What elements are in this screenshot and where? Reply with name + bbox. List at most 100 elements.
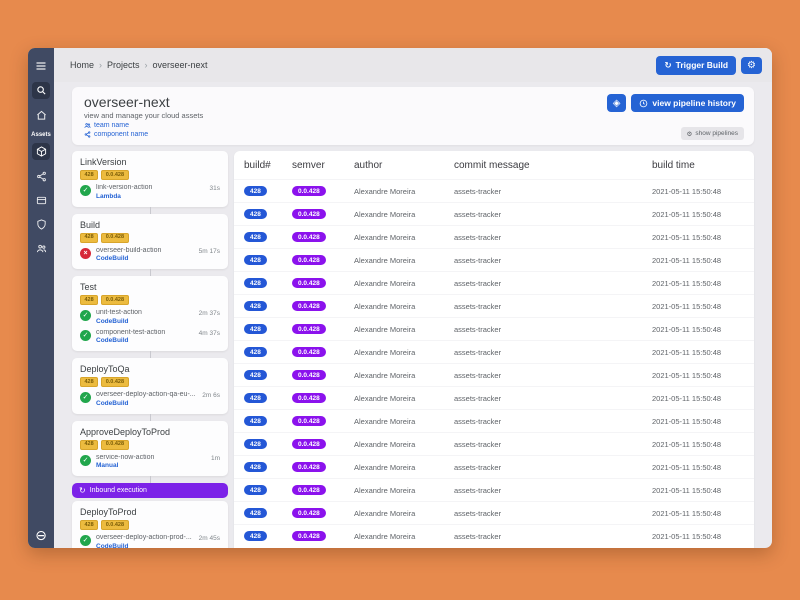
action-name: component-test-action xyxy=(96,328,166,336)
action-duration: 4m 37s xyxy=(198,329,220,337)
build-time-cell: 2021-05-11 15:50:48 xyxy=(652,462,722,472)
action-provider-link[interactable]: Manual xyxy=(96,462,119,469)
table-row[interactable]: 428 0.0.428 Alexandre Moreira assets-tra… xyxy=(234,386,754,409)
commit-message-cell: assets-tracker xyxy=(454,531,502,541)
sidebar-item-teams[interactable] xyxy=(32,240,50,256)
table-row[interactable]: 428 0.0.428 Alexandre Moreira assets-tra… xyxy=(234,478,754,501)
stage-actions: ✓ link-version-action Lambda 31s xyxy=(80,184,220,200)
action-provider-link[interactable]: CodeBuild xyxy=(96,542,129,549)
spinner-icon: ↻ xyxy=(79,485,86,495)
menu-icon[interactable] xyxy=(32,58,50,74)
semver-badge: 0.0.428 xyxy=(292,439,326,449)
breadcrumb-current: overseer-next xyxy=(152,60,208,70)
show-pipelines-button[interactable]: ⚙ show pipelines xyxy=(680,127,744,140)
sidebar-item-assets[interactable] xyxy=(32,143,50,160)
table-row[interactable]: 428 0.0.428 Alexandre Moreira assets-tra… xyxy=(234,340,754,363)
stage-actions: × overseer-build-action CodeBuild 5m 17s xyxy=(80,246,220,262)
view-pipeline-history-button[interactable]: view pipeline history xyxy=(631,94,744,112)
sidebar-item-catalog[interactable] xyxy=(32,192,50,208)
col-build-time: build time xyxy=(652,159,695,171)
sidebar-item-pipelines[interactable] xyxy=(32,168,50,184)
topbar: Home › Projects › overseer-next ↻ Trigge… xyxy=(54,48,772,82)
author-cell: Alexandre Moreira xyxy=(354,278,416,288)
sidebar-item-security[interactable] xyxy=(32,216,50,232)
breadcrumb: Home › Projects › overseer-next xyxy=(70,60,208,70)
action-duration: 5m 17s xyxy=(198,247,220,255)
overseer-logo: ⊖ xyxy=(35,527,47,543)
commit-message-cell: assets-tracker xyxy=(454,416,502,426)
pipeline-diagram-button[interactable]: ◈ xyxy=(606,94,627,112)
stage-card: DeployToProd 428 0.0.428 ✓ overseer-depl… xyxy=(72,501,228,548)
table-row[interactable]: 428 0.0.428 Alexandre Moreira assets-tra… xyxy=(234,202,754,225)
settings-button[interactable]: ⚙ xyxy=(741,56,762,74)
table-row[interactable]: 428 0.0.428 Alexandre Moreira assets-tra… xyxy=(234,294,754,317)
table-row[interactable]: 428 0.0.428 Alexandre Moreira assets-tra… xyxy=(234,501,754,524)
pipeline-action[interactable]: ✓ service-now-action Manual 1m xyxy=(80,453,220,469)
pipeline-action[interactable]: ✓ component-test-action CodeBuild 4m 37s xyxy=(80,328,220,344)
build-time-cell: 2021-05-11 15:50:48 xyxy=(652,347,722,357)
action-provider-link[interactable]: CodeBuild xyxy=(96,399,129,407)
build-number-badge: 428 xyxy=(244,301,267,311)
table-row[interactable]: 428 0.0.428 Alexandre Moreira assets-tra… xyxy=(234,524,754,547)
stage-item: ↻ ApproveDeployToProd 428 0.0.428 ✓ serv… xyxy=(72,420,228,484)
action-duration: 1m xyxy=(210,454,220,462)
table-row[interactable]: 428 0.0.428 Alexandre Moreira assets-tra… xyxy=(234,317,754,340)
stage-semver-badge: 0.0.428 xyxy=(101,232,129,243)
team-name-link[interactable]: team name xyxy=(84,122,129,129)
stage-build-badge: 428 xyxy=(80,232,99,243)
table-row[interactable]: 428 0.0.428 Alexandre Moreira assets-tra… xyxy=(234,271,754,294)
author-cell: Alexandre Moreira xyxy=(354,209,416,219)
pipeline-action[interactable]: × overseer-build-action CodeBuild 5m 17s xyxy=(80,246,220,262)
semver-badge: 0.0.428 xyxy=(292,255,326,265)
success-icon: ✓ xyxy=(80,535,91,546)
content-area: overseer-next view and manage your cloud… xyxy=(54,82,772,548)
build-number-badge: 428 xyxy=(244,508,267,518)
build-number-badge: 428 xyxy=(244,186,267,196)
table-row[interactable]: 428 0.0.428 Alexandre Moreira assets-tra… xyxy=(234,225,754,248)
semver-badge: 0.0.428 xyxy=(292,209,326,219)
app-window: Assets ⊖ Home › Projects › overseer-next xyxy=(28,48,772,548)
success-icon: ✓ xyxy=(80,454,91,466)
success-icon: ✓ xyxy=(80,392,91,403)
stage-semver-badge: 0.0.428 xyxy=(101,295,129,305)
table-row[interactable]: 428 0.0.428 Alexandre Moreira assets-tra… xyxy=(234,363,754,386)
build-time-cell: 2021-05-11 15:50:48 xyxy=(652,324,722,334)
action-provider-link[interactable]: CodeBuild xyxy=(96,317,129,325)
pipeline-action[interactable]: ✓ link-version-action Lambda 31s xyxy=(80,184,220,200)
action-name: service-now-action xyxy=(96,453,155,461)
commit-message-cell: assets-tracker xyxy=(454,370,502,380)
sidebar: Assets ⊖ xyxy=(28,48,54,548)
success-icon: ✓ xyxy=(80,310,91,321)
action-provider-link[interactable]: CodeBuild xyxy=(96,337,129,344)
build-number-badge: 428 xyxy=(244,255,267,265)
pipeline-action[interactable]: ✓ overseer-deploy-action-qa-eu-... CodeB… xyxy=(80,391,220,407)
action-provider-link[interactable]: CodeBuild xyxy=(96,255,129,262)
table-row[interactable]: 428 0.0.428 Alexandre Moreira assets-tra… xyxy=(234,409,754,432)
home-icon[interactable] xyxy=(32,107,50,123)
pipeline-action[interactable]: ✓ overseer-deploy-action-prod-... CodeBu… xyxy=(80,534,220,548)
show-pipelines-gear-icon: ⚙ xyxy=(686,130,693,138)
build-number-badge: 428 xyxy=(244,439,267,449)
build-number-badge: 428 xyxy=(244,370,267,380)
author-cell: Alexandre Moreira xyxy=(354,255,416,265)
search-icon[interactable] xyxy=(32,82,50,99)
inbound-execution-banner: ↻ Inbound execution xyxy=(72,483,228,498)
trigger-build-button[interactable]: ↻ Trigger Build xyxy=(656,55,737,75)
action-name: overseer-build-action xyxy=(96,246,162,254)
commit-message-cell: assets-tracker xyxy=(454,462,502,472)
stage-actions: ✓ unit-test-action CodeBuild 2m 37s ✓ co… xyxy=(80,309,220,344)
table-row[interactable]: 428 0.0.428 Alexandre Moreira assets-tra… xyxy=(234,455,754,478)
breadcrumb-home[interactable]: Home xyxy=(70,60,95,70)
build-number-badge: 428 xyxy=(244,531,267,541)
pipeline-action[interactable]: ✓ unit-test-action CodeBuild 2m 37s xyxy=(80,309,220,325)
inbound-execution-label: Inbound execution xyxy=(89,487,147,494)
table-row[interactable]: 428 0.0.428 Alexandre Moreira assets-tra… xyxy=(234,248,754,271)
build-number-badge: 428 xyxy=(244,462,267,472)
action-duration: 2m 37s xyxy=(198,310,220,317)
table-row[interactable]: 428 0.0.428 Alexandre Moreira assets-tra… xyxy=(234,179,754,202)
component-name-link[interactable]: component name xyxy=(84,131,148,138)
action-provider-link[interactable]: Lambda xyxy=(96,192,121,200)
table-row[interactable]: 428 0.0.428 Alexandre Moreira assets-tra… xyxy=(234,432,754,455)
build-time-cell: 2021-05-11 15:50:48 xyxy=(652,531,722,541)
breadcrumb-projects[interactable]: Projects xyxy=(107,60,140,70)
